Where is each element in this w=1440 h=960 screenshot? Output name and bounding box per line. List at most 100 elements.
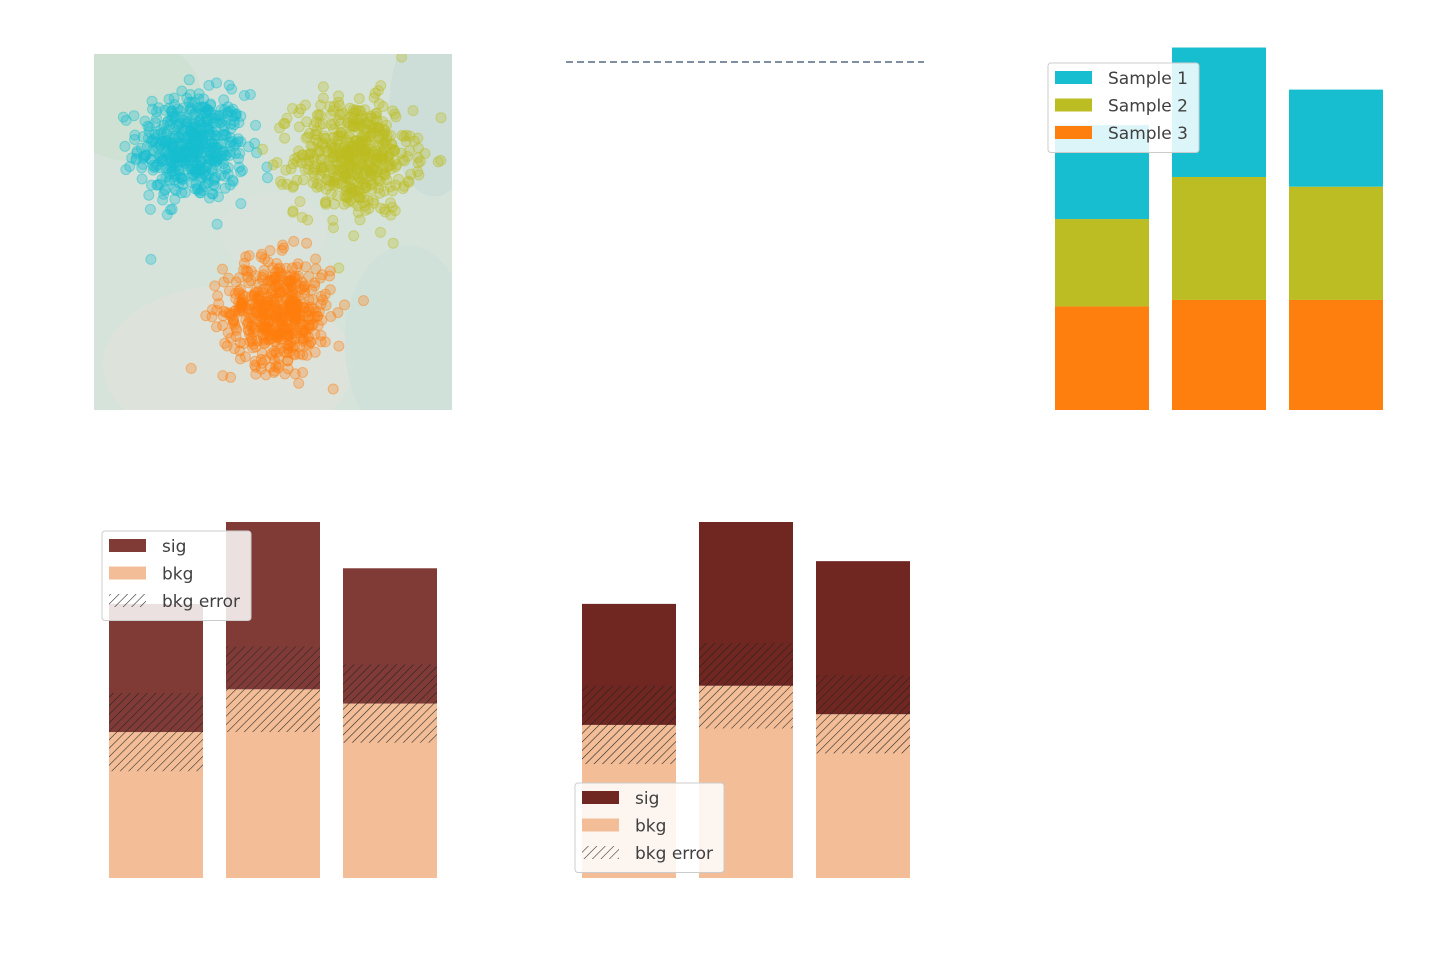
scatter-point bbox=[304, 148, 316, 160]
scatter-point bbox=[342, 144, 354, 156]
scatter-point bbox=[166, 142, 178, 154]
contour-region bbox=[389, 54, 452, 197]
scatter-point bbox=[215, 104, 227, 116]
scatter-point bbox=[206, 304, 218, 316]
scatter-point bbox=[369, 87, 381, 99]
scatter-point bbox=[150, 117, 161, 129]
scatter-point bbox=[224, 310, 236, 321]
scatter-point bbox=[321, 132, 332, 144]
scatter-point bbox=[143, 189, 155, 201]
scatter-point bbox=[161, 116, 173, 128]
scatter-point bbox=[168, 123, 180, 135]
scatter-point bbox=[298, 310, 310, 322]
scatter-point bbox=[298, 280, 310, 292]
scatter-point bbox=[388, 144, 400, 156]
scatter-point bbox=[377, 101, 389, 112]
scatter-point bbox=[285, 275, 297, 287]
scatter-point bbox=[389, 145, 401, 157]
scatter-point bbox=[163, 149, 175, 161]
scatter-point bbox=[244, 336, 256, 347]
scatter-point bbox=[192, 140, 204, 152]
scatter-point bbox=[266, 274, 278, 286]
scatter-point bbox=[307, 318, 319, 330]
scatter-point bbox=[253, 291, 265, 303]
scatter-point bbox=[253, 299, 265, 311]
scatter-point bbox=[263, 334, 275, 346]
scatter-point bbox=[183, 96, 195, 108]
scatter-point bbox=[268, 323, 280, 335]
scatter-point bbox=[230, 108, 242, 120]
scatter-point bbox=[273, 283, 285, 295]
scatter-point bbox=[274, 327, 286, 339]
scatter-point bbox=[242, 317, 254, 329]
scatter-point bbox=[360, 145, 372, 157]
scatter-point bbox=[145, 253, 157, 265]
scatter-point bbox=[230, 148, 242, 159]
scatter-point bbox=[186, 151, 198, 163]
scatter-point bbox=[187, 133, 199, 145]
scatter-point bbox=[366, 123, 378, 135]
scatter-point bbox=[295, 332, 307, 344]
legend-label: bkg error bbox=[635, 844, 713, 864]
scatter-point bbox=[155, 152, 167, 164]
scatter-point bbox=[315, 329, 327, 341]
scatter-point bbox=[327, 214, 339, 226]
scatter-point bbox=[217, 130, 229, 141]
scatter-point bbox=[211, 159, 222, 171]
scatter-point bbox=[243, 250, 255, 262]
scatter-point bbox=[220, 149, 232, 161]
scatter-point bbox=[186, 163, 198, 175]
scatter-point bbox=[344, 194, 356, 206]
scatter-point bbox=[249, 286, 261, 298]
scatter-point bbox=[168, 153, 180, 164]
scatter-point bbox=[286, 311, 298, 323]
scatter-point bbox=[244, 89, 256, 100]
scatter-point bbox=[271, 157, 283, 168]
scatter-point bbox=[333, 262, 345, 274]
scatter-point bbox=[357, 197, 369, 209]
scatter-point bbox=[186, 150, 198, 162]
scatter-point bbox=[157, 194, 169, 206]
scatter-point bbox=[137, 152, 149, 164]
scatter-point bbox=[150, 161, 162, 173]
scatter-point bbox=[235, 198, 247, 210]
scatter-point bbox=[212, 138, 224, 150]
scatter-point bbox=[165, 114, 177, 126]
scatter-point bbox=[343, 117, 354, 129]
scatter-point bbox=[195, 157, 206, 169]
scatter-point bbox=[249, 137, 261, 149]
scatter-point bbox=[343, 149, 355, 161]
scatter-point bbox=[347, 152, 359, 164]
scatter-point bbox=[303, 319, 315, 331]
scatter-point bbox=[265, 348, 277, 360]
scatter-point bbox=[298, 301, 310, 313]
scatter-point bbox=[172, 103, 184, 115]
scatter-point bbox=[195, 124, 207, 136]
scatter-point bbox=[223, 307, 235, 319]
scatter-point bbox=[142, 132, 154, 144]
scatter-point bbox=[376, 146, 388, 158]
scatter-point bbox=[332, 134, 344, 146]
scatter-point bbox=[398, 131, 410, 142]
scatter-point bbox=[190, 129, 202, 140]
scatter-point bbox=[195, 129, 206, 141]
scatter-point bbox=[280, 293, 292, 304]
scatter-point bbox=[389, 108, 401, 120]
scatter-point bbox=[173, 164, 185, 176]
scatter-point bbox=[190, 167, 202, 179]
scatter-point bbox=[167, 144, 179, 156]
scatter-point bbox=[215, 138, 227, 150]
scatter-point bbox=[289, 153, 301, 165]
scatter-point bbox=[200, 106, 212, 118]
scatter-point bbox=[343, 188, 355, 200]
scatter-point bbox=[322, 174, 334, 185]
scatter-point bbox=[365, 148, 377, 159]
scatter-point bbox=[333, 150, 345, 162]
scatter-point bbox=[366, 112, 378, 124]
scatter-point bbox=[349, 135, 361, 147]
scatter-point bbox=[276, 287, 288, 299]
scatter-point bbox=[234, 337, 246, 349]
scatter-point bbox=[138, 150, 150, 162]
scatter-point bbox=[174, 137, 186, 149]
